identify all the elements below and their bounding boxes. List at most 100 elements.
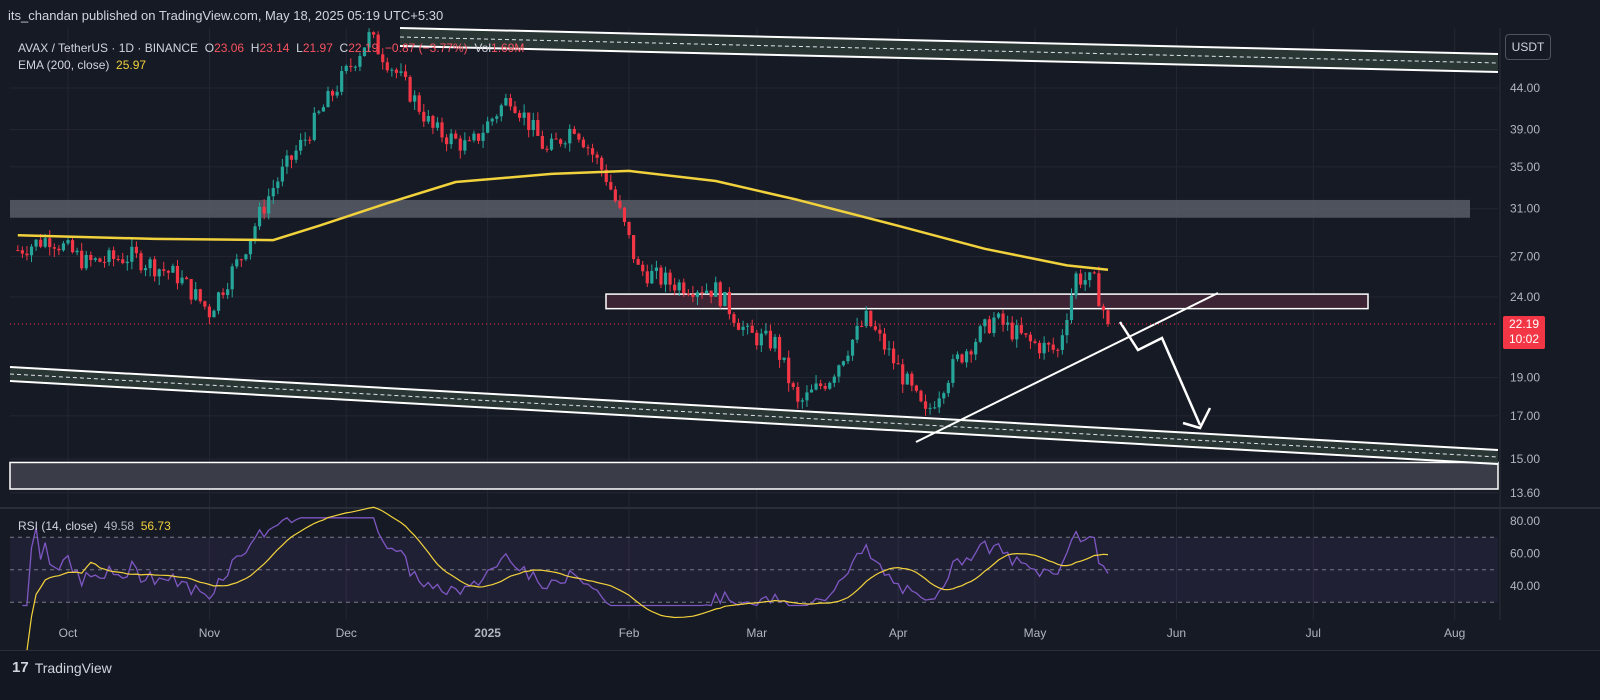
candle-body — [992, 317, 996, 334]
candle — [814, 375, 818, 391]
candle-body — [522, 112, 526, 118]
candle — [276, 177, 280, 195]
candle — [116, 255, 120, 262]
ema-label[interactable]: EMA (200, close) — [18, 58, 110, 72]
candle-body — [116, 259, 120, 261]
candle — [98, 257, 102, 263]
candle — [157, 268, 161, 286]
candle-body — [431, 115, 435, 128]
candle-body — [403, 71, 408, 77]
candle — [394, 67, 399, 79]
candle — [937, 391, 941, 414]
candle-body — [586, 147, 590, 149]
candle — [992, 312, 996, 337]
candle — [16, 245, 20, 252]
candle-body — [175, 265, 180, 284]
candle-body — [499, 105, 503, 117]
candles — [16, 28, 1110, 416]
candle-body — [841, 361, 846, 366]
time-tick-label: Nov — [199, 626, 220, 640]
candle — [226, 282, 230, 299]
candle-body — [490, 118, 494, 122]
candle — [1056, 348, 1060, 358]
candle — [1033, 338, 1037, 345]
candle — [914, 384, 919, 393]
candle-body — [850, 339, 855, 356]
tradingview-brand: TradingView — [34, 659, 112, 676]
last-price-tag: 22.19 10:02 — [1503, 316, 1545, 349]
candle-body — [1106, 310, 1110, 324]
candle-body — [1069, 295, 1074, 321]
candle-body — [1065, 320, 1069, 336]
candle — [1042, 336, 1046, 360]
candle — [613, 185, 617, 203]
candle — [951, 354, 955, 388]
candle-body — [221, 292, 225, 296]
candle-body — [946, 382, 950, 394]
candle — [586, 144, 590, 156]
candle — [568, 124, 572, 152]
candle-body — [66, 240, 70, 244]
candle — [855, 317, 859, 344]
candle-body — [308, 139, 312, 141]
candle-body — [486, 121, 490, 133]
projection-arrow-head — [1182, 407, 1212, 430]
candle — [513, 101, 517, 114]
candle-body — [568, 128, 572, 144]
candle-body — [84, 254, 88, 269]
price-tick-label: 39.00 — [1510, 123, 1540, 137]
candle — [659, 264, 663, 288]
candle-body — [700, 292, 704, 294]
candle — [522, 104, 526, 126]
candle — [1010, 316, 1014, 342]
candle-body — [39, 239, 43, 247]
candle — [125, 255, 129, 271]
candle-body — [198, 289, 202, 302]
candle — [422, 103, 426, 127]
candle — [645, 264, 649, 288]
candle-body — [276, 181, 280, 189]
candle-body — [732, 314, 736, 323]
candle-body — [910, 373, 914, 386]
candle-body — [595, 154, 599, 158]
candle — [554, 132, 558, 140]
candle-body — [819, 383, 823, 387]
candle-body — [385, 62, 389, 71]
candle-body — [695, 292, 700, 297]
candle — [203, 300, 207, 310]
candle — [267, 188, 271, 220]
candle — [787, 350, 791, 392]
candle-body — [253, 226, 257, 240]
candle-body — [549, 138, 554, 150]
candle-body — [590, 148, 595, 155]
candle-body — [408, 76, 412, 102]
candle — [823, 382, 827, 391]
rsi-ma-value: 56.73 — [140, 519, 171, 533]
candle-body — [362, 47, 367, 57]
candle-body — [1047, 342, 1051, 345]
candle — [52, 243, 56, 258]
candle-body — [782, 357, 786, 360]
candle-body — [536, 120, 540, 136]
currency-button[interactable]: USDT — [1505, 34, 1551, 60]
rsi-legend: RSI (14, close) 49.58 56.73 — [18, 519, 171, 533]
candle-body — [248, 239, 253, 255]
candle — [686, 289, 690, 297]
channel-upper-mid — [399, 36, 1499, 64]
time-tick-label: Oct — [59, 626, 78, 640]
candle — [536, 112, 540, 137]
candle-body — [645, 271, 649, 284]
candle-body — [1015, 325, 1019, 340]
rsi-label[interactable]: RSI (14, close) — [18, 519, 98, 533]
candle — [1065, 313, 1069, 344]
candle-body — [80, 250, 84, 269]
candle — [449, 129, 453, 149]
tradingview-logo[interactable]: 17 TradingView — [12, 659, 112, 676]
candle — [869, 310, 873, 328]
symbol-label[interactable]: AVAX / TetherUS · 1D · BINANCE — [18, 41, 199, 55]
candle — [928, 403, 932, 415]
candle — [358, 52, 362, 72]
candle — [481, 124, 485, 148]
low-value: 21.97 — [302, 41, 333, 55]
